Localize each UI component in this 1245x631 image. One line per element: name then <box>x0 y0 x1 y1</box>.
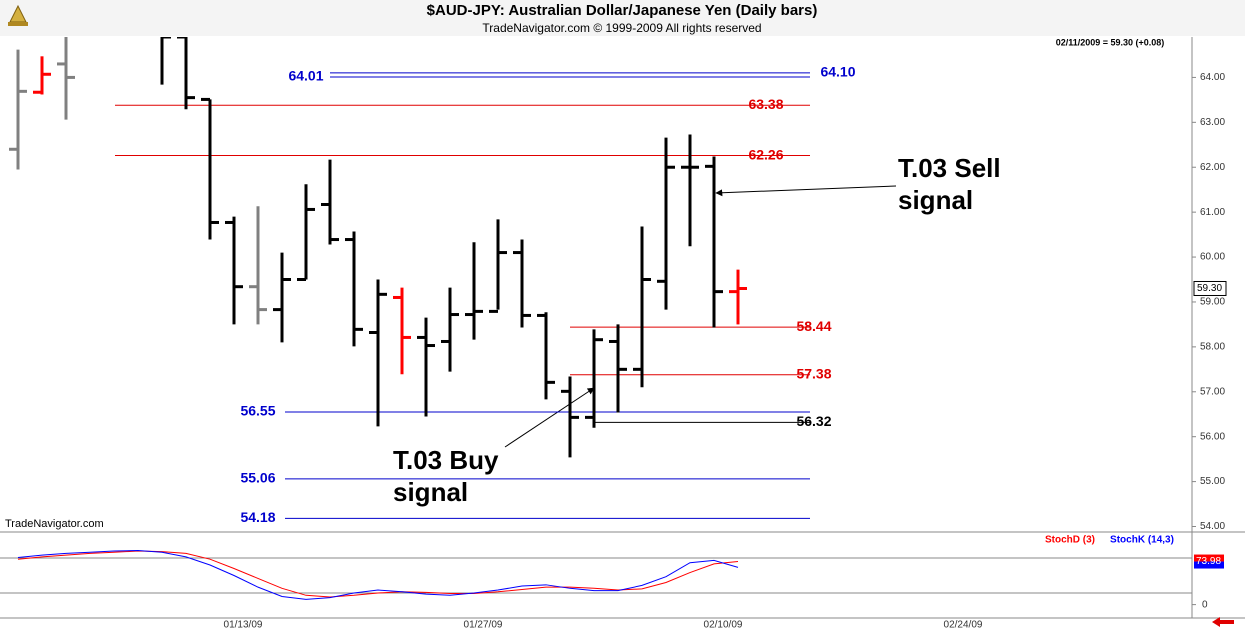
legend-entry: StochD (3) <box>1045 535 1095 546</box>
level-label: 55.06 <box>240 470 275 486</box>
y-tick-label: 0 <box>1202 599 1208 610</box>
legend-entry: StochK (14,3) <box>1110 535 1174 546</box>
y-tick-label: 56.00 <box>1200 431 1225 442</box>
watermark: TradeNavigator.com <box>5 518 104 530</box>
y-tick-label: 59.00 <box>1200 297 1225 308</box>
last-value-box <box>1194 561 1224 569</box>
level-label: 62.26 <box>748 146 783 162</box>
chart-title: $AUD-JPY: Australian Dollar/Japanese Yen… <box>427 2 818 19</box>
level-label: 64.10 <box>820 64 855 80</box>
level-label: 58.44 <box>796 318 831 334</box>
indicator-line <box>17 550 739 598</box>
level-label: 64.01 <box>288 68 323 84</box>
level-label: 56.55 <box>240 403 275 419</box>
indicator-line <box>17 549 739 600</box>
header <box>0 0 1245 36</box>
y-tick-label: 64.00 <box>1200 72 1225 83</box>
x-tick-label: 02/10/09 <box>704 620 743 631</box>
last-price-box <box>1193 280 1227 296</box>
y-tick-label: 60.00 <box>1200 252 1225 263</box>
buy-arrow <box>504 387 595 448</box>
level-label: 56.32 <box>796 413 831 429</box>
x-tick-label: 01/13/09 <box>224 620 263 631</box>
y-tick-label: 62.00 <box>1200 162 1225 173</box>
y-tick-label: 55.00 <box>1200 476 1225 487</box>
price-info: 02/11/2009 = 59.30 (+0.08) <box>1056 37 1165 47</box>
x-tick-label: 01/27/09 <box>464 620 503 631</box>
annotation: T.03 Buy signal <box>393 445 499 507</box>
x-tick-label: 02/24/09 <box>944 620 983 631</box>
last-value-box <box>1194 554 1224 562</box>
last-price-label: 59.30 <box>1197 283 1222 294</box>
sell-arrow <box>715 185 897 197</box>
annotation: T.03 Sell signal <box>898 153 1001 215</box>
y-tick-label: 54.00 <box>1200 521 1225 532</box>
level-label: 54.18 <box>240 509 275 525</box>
y-tick-label: 63.00 <box>1200 117 1225 128</box>
last-value-label: 73.98 <box>1196 556 1221 567</box>
y-tick-label: 58.00 <box>1200 342 1225 353</box>
y-tick-label: 57.00 <box>1200 386 1225 397</box>
level-label: 57.38 <box>796 365 831 381</box>
level-label: 63.38 <box>748 96 783 112</box>
price-plot <box>9 37 810 519</box>
scroll-arrow[interactable] <box>1212 617 1234 627</box>
logo <box>8 4 28 26</box>
chart-subtitle: TradeNavigator.com © 1999-2009 All right… <box>482 21 761 35</box>
y-tick-label: 61.00 <box>1200 207 1225 218</box>
